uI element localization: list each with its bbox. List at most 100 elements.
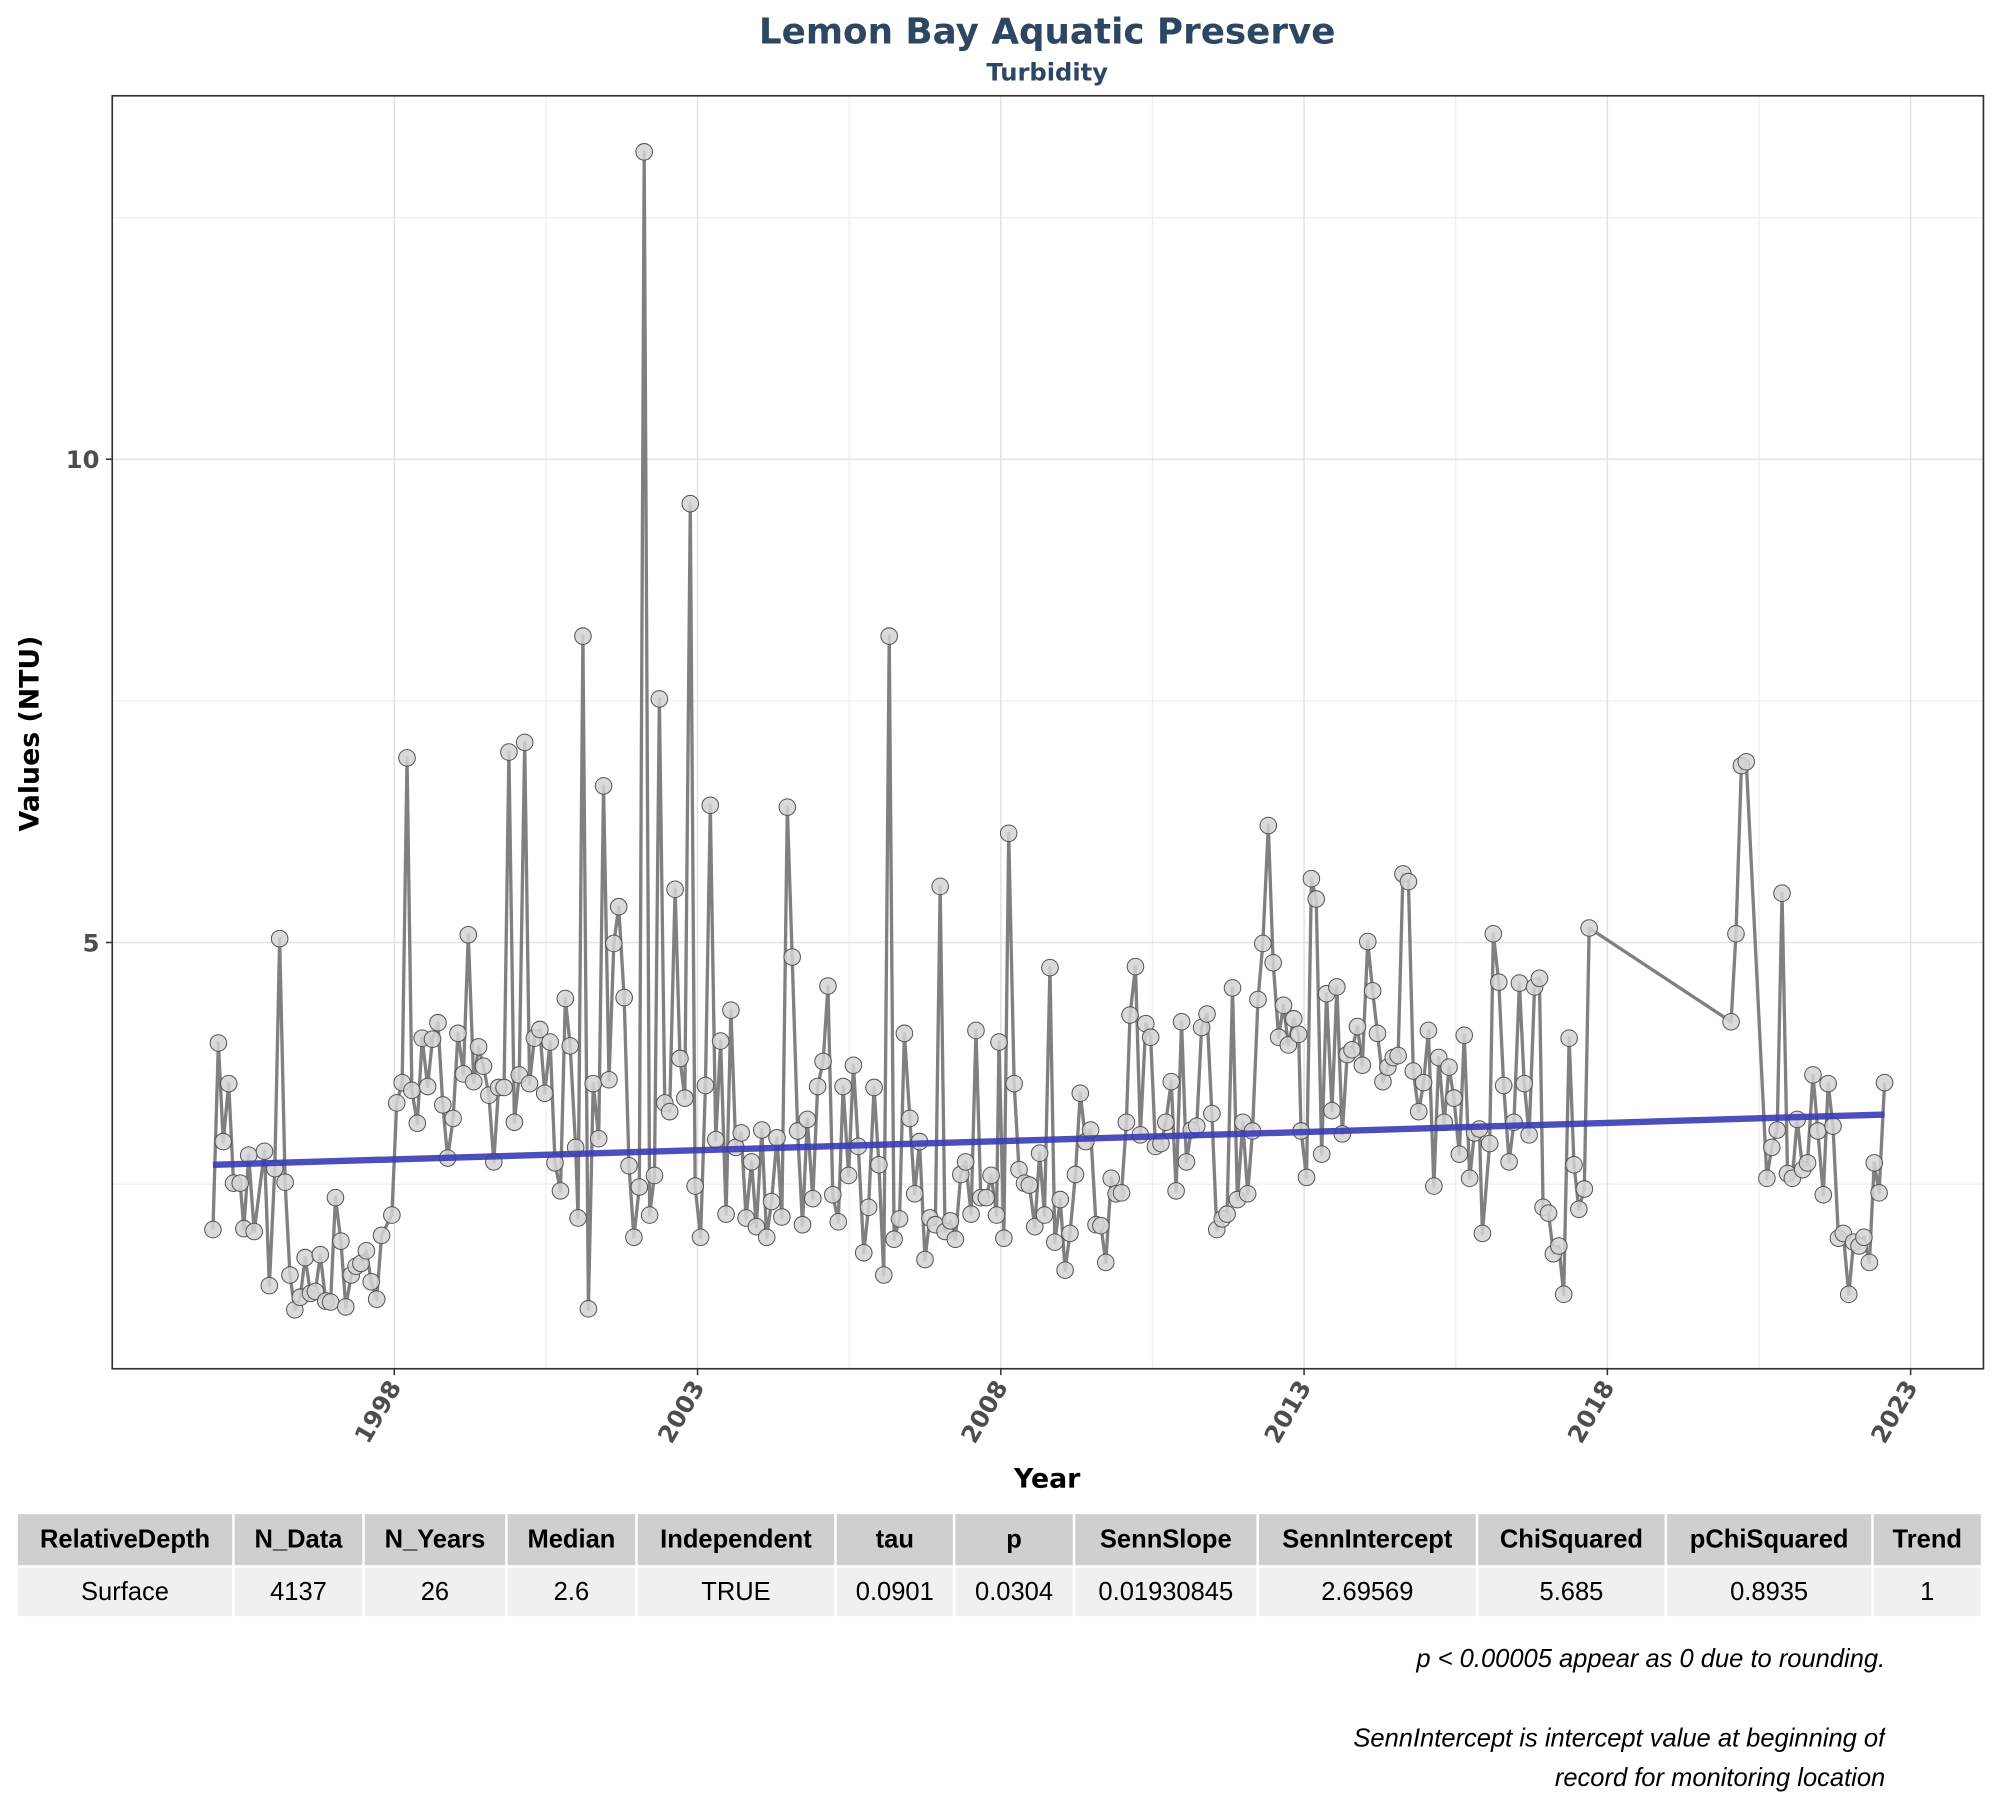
data-point [676,1089,694,1107]
column-header: RelativeDepth [40,1526,210,1554]
data-point [1554,1285,1573,1304]
header-cell [507,1514,636,1566]
data-point [1035,1206,1054,1224]
data-point [701,796,720,815]
data-point [1484,924,1503,943]
data-point [1279,1036,1298,1054]
data-point [1096,1253,1115,1272]
column-header: N_Years [385,1526,486,1554]
data-point [1758,1169,1776,1188]
data-point [1824,1117,1842,1135]
data-point [1307,890,1326,908]
data-point [231,1174,250,1192]
column-header: Median [528,1526,616,1554]
data-point [768,1128,786,1147]
column-header: tau [876,1526,914,1554]
column-header: Trend [1893,1526,1962,1554]
data-point [531,1020,549,1039]
data-point [686,1177,704,1195]
data-point [1025,1217,1044,1236]
data-point [311,1245,330,1264]
data-point [1389,1046,1407,1065]
data-point [1473,1224,1492,1243]
data-point [1264,953,1282,972]
data-point [1112,1184,1131,1202]
data-point [874,1266,893,1284]
header-cell [364,1514,506,1566]
data-point [1425,1177,1443,1195]
data-point [1274,996,1293,1015]
data-point [1358,932,1377,951]
cell-text: 26 [421,1578,449,1606]
data-point [916,1250,934,1269]
data-point [332,1232,350,1250]
data-point [1121,1006,1139,1024]
data-point [326,1188,345,1207]
data-point [1855,1228,1873,1247]
header-cell [836,1514,953,1566]
data-point [1046,1233,1064,1251]
data-point [798,1110,817,1129]
data-point [1323,1101,1341,1120]
data-point [474,1057,493,1076]
data-point [1259,816,1278,835]
data-point [561,1037,579,1055]
data-point [1814,1185,1833,1204]
plot-border [111,94,1985,1370]
table-cell [1667,1567,1872,1617]
header-cell [1478,1514,1665,1566]
data-point [1409,1102,1428,1121]
data-point [1198,1005,1216,1023]
data-point [1798,1154,1817,1172]
data-point [834,1077,852,1096]
data-point [1580,919,1598,937]
data-point [660,1102,679,1121]
data-point [372,1226,391,1245]
header-cell [1258,1514,1476,1566]
data-point [1737,752,1756,771]
column-header: SennSlope [1100,1526,1232,1554]
data-point [1041,958,1059,977]
data-point [1030,1144,1049,1163]
data-point [245,1222,263,1241]
data-point [1440,1058,1458,1076]
table-cell [637,1567,835,1617]
data-point [1328,978,1346,996]
data-point [691,1228,710,1247]
data-point [362,1272,381,1291]
data-point [941,1212,960,1230]
trend-line [212,1111,1885,1168]
data-point [1348,1017,1367,1036]
data-point [1071,1084,1090,1103]
data-point [1727,924,1745,943]
data-point [722,1001,740,1019]
data-point [1368,1024,1387,1043]
cell-text: 0.01930845 [1098,1578,1233,1606]
data-point [732,1124,751,1142]
data-point [579,1300,598,1318]
data-point [574,627,592,645]
data-point [1404,1062,1423,1080]
data-point [1056,1261,1074,1279]
data-point [1399,872,1418,891]
data-point [814,1052,832,1071]
data-point [946,1230,965,1249]
data-point [505,1113,524,1132]
data-point [1051,1190,1070,1209]
notes: p < 0.00005 appear as 0 due to rounding.… [1353,1646,1885,1793]
data-point [464,1072,483,1091]
data-point [270,929,289,948]
data-point [635,143,653,161]
data-point [956,1153,975,1171]
column-header: ChiSquared [1500,1526,1643,1554]
data-point [594,777,613,795]
data-point [281,1266,299,1284]
data-point [209,1034,228,1052]
data-point [757,1228,776,1247]
data-point [609,897,628,916]
chart-title: Lemon Bay Aquatic Preserve [759,11,1336,52]
data-point [1570,1200,1588,1219]
data-point [1297,1168,1316,1187]
data-point [962,1205,980,1223]
